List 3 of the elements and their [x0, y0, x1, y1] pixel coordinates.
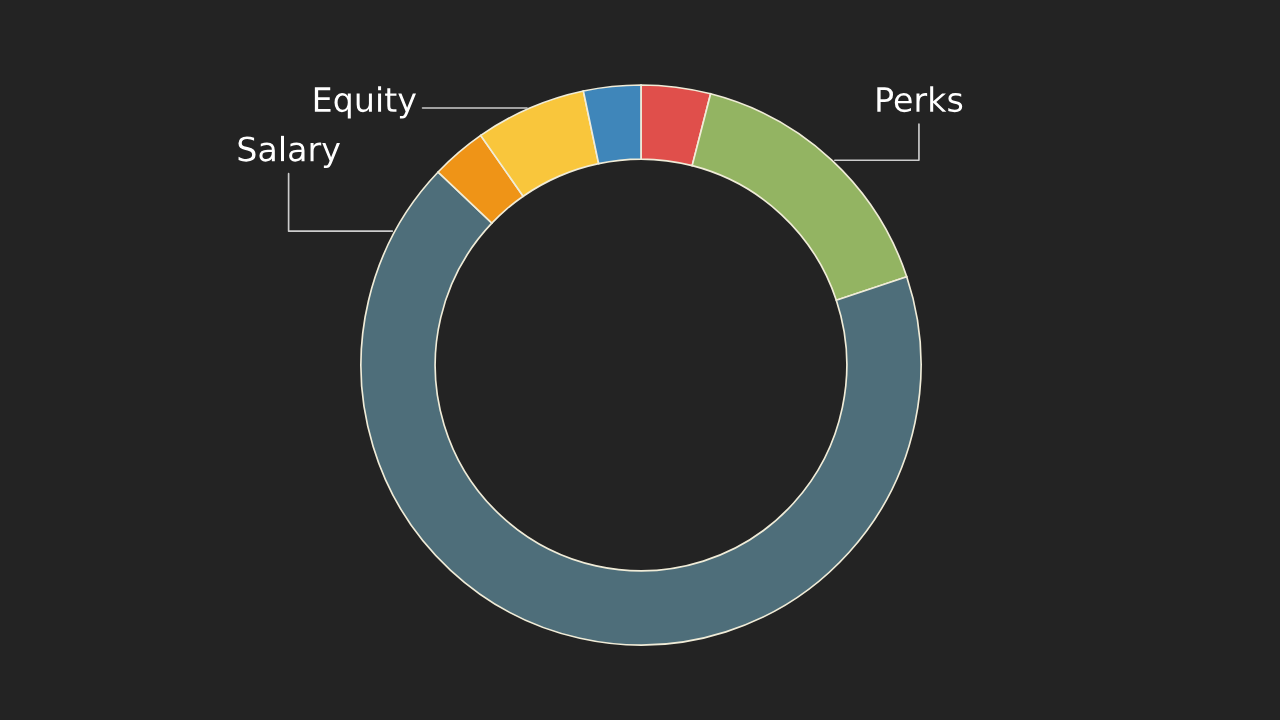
slice-label: Equity — [314, 86, 417, 119]
slice-label: Perks — [877, 86, 963, 113]
slice-label: Salary — [238, 135, 340, 169]
